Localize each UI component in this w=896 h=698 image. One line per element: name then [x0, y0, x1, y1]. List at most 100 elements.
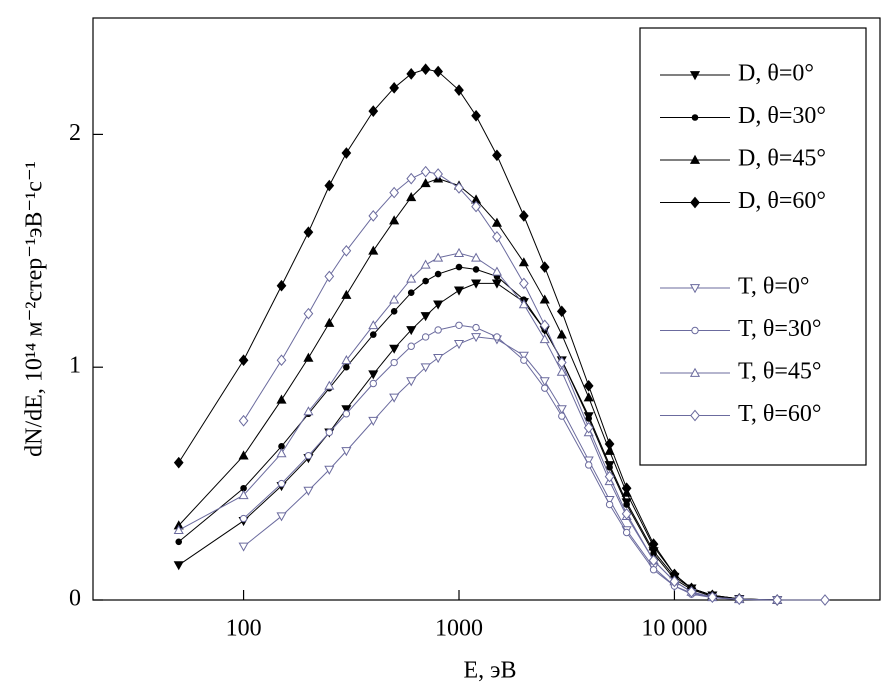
marker: [539, 334, 550, 344]
marker: [471, 333, 482, 343]
marker: [324, 179, 335, 192]
marker: [453, 340, 465, 350]
marker: [368, 210, 379, 222]
marker: [368, 245, 379, 255]
marker: [434, 326, 442, 334]
marker: [390, 358, 398, 367]
legend-marker: [691, 114, 699, 121]
marker: [471, 109, 481, 122]
marker: [585, 461, 593, 469]
legend-marker: [689, 154, 701, 164]
marker: [420, 178, 431, 188]
marker: [539, 377, 550, 387]
marker: [238, 354, 249, 367]
x-tick-label: 100: [226, 616, 262, 642]
marker: [583, 380, 594, 392]
marker: [556, 356, 567, 369]
series-line: [243, 324, 778, 601]
marker: [420, 363, 431, 373]
marker: [556, 405, 567, 415]
marker: [341, 244, 352, 257]
marker: [406, 172, 417, 185]
marker: [519, 277, 529, 290]
marker: [622, 528, 631, 537]
marker: [406, 326, 417, 336]
marker: [471, 252, 482, 262]
series-line: [178, 178, 778, 601]
marker: [558, 412, 566, 420]
marker: [407, 289, 415, 297]
marker: [276, 354, 287, 367]
legend-marker: [691, 326, 699, 335]
marker: [491, 217, 502, 227]
marker: [175, 538, 183, 546]
marker: [406, 68, 417, 80]
marker: [369, 379, 377, 388]
marker: [341, 147, 352, 159]
marker: [669, 575, 680, 588]
marker: [583, 392, 594, 402]
marker: [541, 384, 549, 392]
marker: [471, 279, 482, 289]
marker: [454, 84, 464, 96]
marker: [520, 356, 528, 364]
marker: [493, 333, 501, 341]
marker: [421, 333, 430, 341]
marker: [276, 512, 287, 522]
marker: [324, 317, 335, 327]
marker: [276, 279, 287, 292]
marker: [420, 312, 431, 322]
marker: [406, 192, 417, 202]
marker: [454, 182, 464, 194]
marker: [407, 342, 415, 350]
marker: [341, 405, 352, 415]
marker: [276, 394, 287, 404]
marker: [583, 421, 594, 434]
legend-marker: [690, 409, 700, 422]
marker: [389, 82, 400, 94]
marker: [406, 273, 417, 283]
marker: [472, 323, 480, 332]
marker: [303, 307, 314, 320]
legend-label: T, θ=30°: [738, 316, 822, 342]
marker: [433, 300, 444, 310]
marker: [734, 593, 745, 606]
marker: [686, 586, 697, 598]
marker: [433, 168, 443, 180]
y-tick-label: 2: [69, 120, 81, 146]
series-line: [178, 252, 778, 601]
marker: [491, 266, 502, 276]
marker: [539, 319, 550, 332]
marker: [368, 320, 379, 330]
marker: [453, 286, 465, 296]
marker: [173, 524, 184, 535]
marker: [455, 263, 463, 271]
marker: [389, 393, 400, 403]
marker: [368, 370, 379, 380]
marker: [433, 354, 444, 364]
marker: [173, 561, 184, 571]
marker: [472, 266, 480, 273]
marker: [471, 200, 481, 213]
x-axis-label: E, эВ: [464, 658, 517, 684]
marker: [649, 566, 658, 574]
marker: [368, 416, 379, 426]
marker: [585, 415, 593, 422]
marker: [420, 165, 431, 178]
marker: [604, 438, 615, 450]
marker: [303, 406, 314, 416]
marker: [276, 448, 287, 458]
series-line: [178, 266, 778, 601]
marker: [303, 486, 314, 496]
marker: [324, 270, 335, 283]
marker: [343, 363, 350, 371]
marker: [707, 591, 718, 604]
marker: [277, 479, 286, 488]
marker: [606, 464, 613, 471]
marker: [556, 329, 567, 339]
marker: [238, 450, 249, 460]
marker: [341, 289, 352, 299]
marker: [239, 514, 248, 523]
marker: [604, 470, 615, 483]
